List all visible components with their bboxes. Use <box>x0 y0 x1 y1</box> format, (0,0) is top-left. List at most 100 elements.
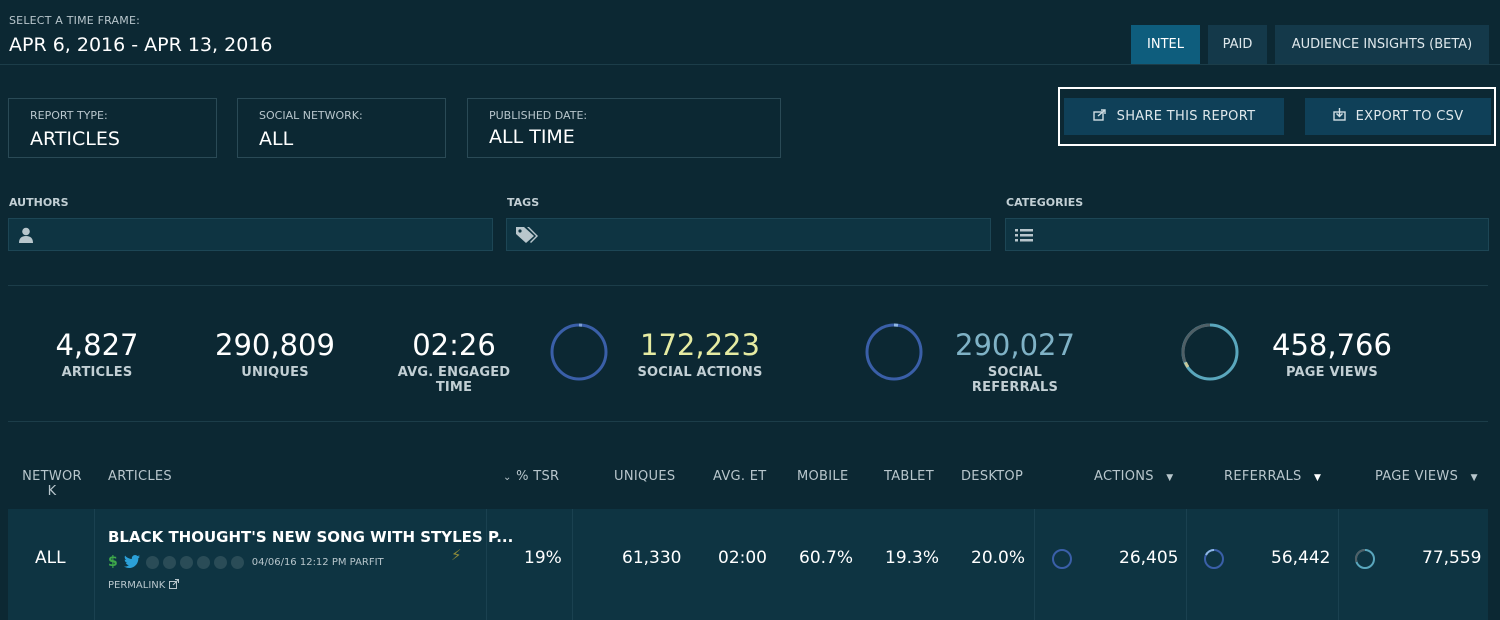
column-divider <box>1034 509 1035 620</box>
row-tsr: 19% <box>524 548 562 568</box>
tab-intel[interactable]: INTEL <box>1131 25 1200 64</box>
row-mobile: 60.7% <box>799 548 854 568</box>
page-views-label: PAGE VIEWS <box>1375 469 1459 484</box>
column-header-mobile[interactable]: MOBILE <box>797 469 849 484</box>
linkedin-icon <box>213 555 227 569</box>
stat-page-views-label: PAGE VIEWS <box>1286 365 1378 380</box>
export-csv-label: EXPORT TO CSV <box>1355 109 1464 124</box>
row-avg-et: 02:00 <box>718 548 767 568</box>
stumbleupon-icon <box>230 555 244 569</box>
stat-uniques-label: UNIQUES <box>241 365 309 380</box>
stat-articles-label: ARTICLES <box>61 365 133 380</box>
share-report-label: SHARE THIS REPORT <box>1116 109 1256 124</box>
column-divider <box>486 509 487 620</box>
tsr-label: % TSR <box>516 469 560 484</box>
section-divider-2 <box>8 421 1488 422</box>
authors-label: AUTHORS <box>9 196 69 209</box>
categories-label: CATEGORIES <box>1006 196 1084 209</box>
column-header-referrals[interactable]: REFERRALS ▼ <box>1224 469 1321 484</box>
column-header-tablet[interactable]: TABLET <box>884 469 934 484</box>
report-type-label: REPORT TYPE: <box>30 109 108 122</box>
column-header-network[interactable]: NETWOR K <box>22 469 82 499</box>
referrals-label: REFERRALS <box>1224 469 1302 484</box>
caret-down-icon: ▼ <box>1314 473 1322 483</box>
tab-audience-insights[interactable]: AUDIENCE INSIGHTS (BETA) <box>1275 25 1489 64</box>
row-desktop: 20.0% <box>971 548 1026 568</box>
social-network-select[interactable]: SOCIAL NETWORK: ALL <box>237 98 446 158</box>
stat-page-views-value: 458,766 <box>1272 328 1392 362</box>
row-referrals: 56,442 <box>1271 548 1331 568</box>
share-report-button[interactable]: SHARE THIS REPORT <box>1064 98 1284 135</box>
time-frame-value[interactable]: APR 6, 2016 - APR 13, 2016 <box>9 34 273 56</box>
stat-social-referrals-value: 290,027 <box>955 328 1075 362</box>
lightning-icon: ⚡ <box>451 546 462 564</box>
stat-social-referrals-label: SOCIAL REFERRALS <box>971 365 1059 395</box>
stat-uniques-value: 290,809 <box>215 328 335 362</box>
highlight-box <box>1058 87 1496 146</box>
row-article-title[interactable]: BLACK THOUGHT'S NEW SONG WITH STYLES P..… <box>108 528 514 546</box>
row-page-views-ring <box>1355 548 1375 569</box>
download-icon <box>1332 108 1346 125</box>
report-type-select[interactable]: REPORT TYPE: ARTICLES <box>8 98 217 158</box>
column-header-avg-et[interactable]: AVG. ET <box>713 469 767 484</box>
column-divider <box>1186 509 1187 620</box>
row-actions: 26,405 <box>1119 548 1179 568</box>
facebook-icon <box>145 555 159 569</box>
external-link-icon <box>169 579 180 592</box>
reddit-icon <box>196 555 210 569</box>
row-network: ALL <box>35 548 66 568</box>
authors-input[interactable] <box>8 218 493 251</box>
time-frame-label: SELECT A TIME FRAME: <box>9 14 141 27</box>
section-divider <box>8 285 1488 286</box>
column-divider <box>1338 509 1339 620</box>
row-actions-ring <box>1052 549 1072 569</box>
permalink-link[interactable]: PERMALINK <box>108 579 180 592</box>
column-header-desktop[interactable]: DESKTOP <box>961 469 1024 484</box>
share-icon <box>1092 108 1107 125</box>
social-referrals-ring <box>865 323 923 381</box>
social-network-label: SOCIAL NETWORK: <box>259 109 363 122</box>
categories-input[interactable] <box>1005 218 1489 251</box>
twitter-icon <box>123 553 140 572</box>
page-views-ring <box>1181 323 1239 381</box>
header-divider <box>0 64 1500 65</box>
caret-down-icon: ▼ <box>1470 473 1478 483</box>
export-csv-button[interactable]: EXPORT TO CSV <box>1305 98 1491 135</box>
stat-engaged-time-value: 02:26 <box>412 328 496 362</box>
tags-icon <box>515 226 539 248</box>
published-date-select[interactable]: PUBLISHED DATE: ALL TIME <box>467 98 781 158</box>
tab-paid[interactable]: PAID <box>1208 25 1267 64</box>
caret-down-icon: ▼ <box>1166 473 1174 483</box>
tags-input[interactable] <box>506 218 991 251</box>
report-type-value: ARTICLES <box>30 128 120 150</box>
row-referrals-ring <box>1204 549 1224 569</box>
stat-articles-value: 4,827 <box>55 328 139 362</box>
column-header-articles[interactable]: ARTICLES <box>108 469 172 484</box>
stat-social-actions-value: 172,223 <box>640 328 760 362</box>
row-uniques: 61,330 <box>622 548 682 568</box>
row-tablet: 19.3% <box>885 548 940 568</box>
column-divider <box>94 509 95 620</box>
user-icon <box>17 226 35 248</box>
column-header-actions[interactable]: ACTIONS ▼ <box>1094 469 1174 484</box>
social-actions-ring <box>550 323 608 381</box>
tags-label: TAGS <box>507 196 540 209</box>
column-header-page-views[interactable]: PAGE VIEWS ▼ <box>1375 469 1478 484</box>
social-network-value: ALL <box>259 128 294 150</box>
row-page-views: 77,559 <box>1422 548 1482 568</box>
stat-engaged-time-label: AVG. ENGAGED TIME <box>397 365 511 395</box>
list-icon <box>1014 226 1034 248</box>
row-social-icons: $ 04/06/16 12:12 PM PARFIT <box>108 554 384 570</box>
row-article-meta: 04/06/16 12:12 PM PARFIT <box>251 556 384 568</box>
column-header-tsr[interactable]: ⌄ % TSR <box>503 469 559 484</box>
google-plus-icon <box>162 555 176 569</box>
table-row[interactable] <box>8 509 1488 620</box>
stat-social-actions-label: SOCIAL ACTIONS <box>637 365 763 380</box>
column-divider <box>572 509 573 620</box>
dollar-icon: $ <box>108 554 118 570</box>
permalink-label: PERMALINK <box>108 580 166 591</box>
actions-label: ACTIONS <box>1094 469 1154 484</box>
chevron-down-icon: ⌄ <box>503 472 512 483</box>
column-header-uniques[interactable]: UNIQUES <box>614 469 676 484</box>
published-date-value: ALL TIME <box>489 126 575 148</box>
